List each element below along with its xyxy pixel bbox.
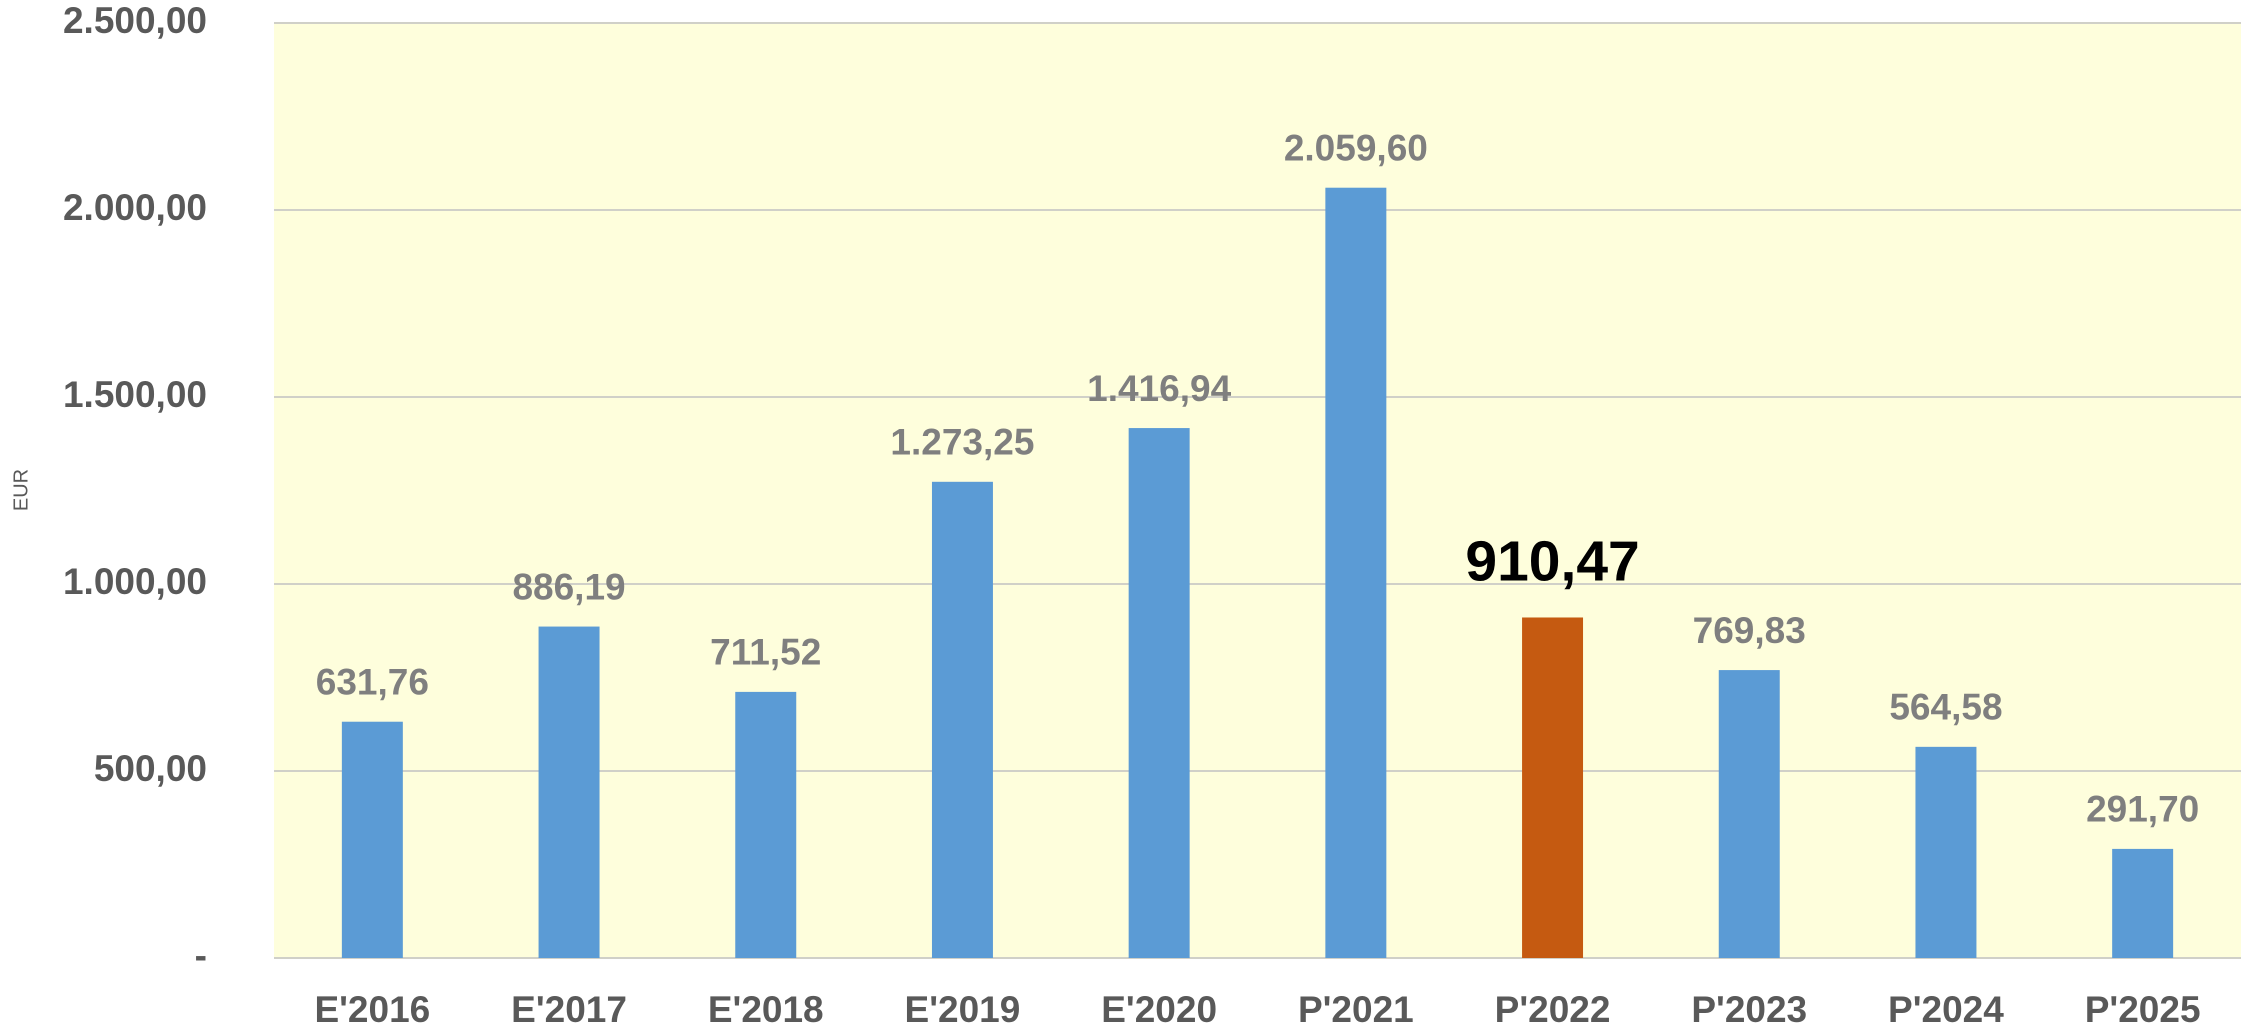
bar xyxy=(1522,617,1584,958)
data-label: 2.059,60 xyxy=(1284,127,1428,168)
y-tick-label: 2.500,00 xyxy=(63,0,207,41)
x-tick-label: P'2024 xyxy=(1888,989,2004,1030)
data-label: 631,76 xyxy=(316,662,429,703)
x-tick-label: P'2021 xyxy=(1298,989,1414,1030)
data-label: 564,58 xyxy=(1889,687,2002,728)
x-tick-label: P'2023 xyxy=(1691,989,1807,1030)
x-tick-label: E'2019 xyxy=(905,989,1021,1030)
bar xyxy=(538,626,600,958)
x-tick-label: E'2018 xyxy=(708,989,824,1030)
plot-area xyxy=(274,23,2241,958)
x-tick-label: E'2017 xyxy=(511,989,627,1030)
data-label: 769,83 xyxy=(1693,610,1806,651)
x-tick-label: E'2020 xyxy=(1101,989,1217,1030)
data-label: 1.416,94 xyxy=(1087,368,1231,409)
x-tick-label: P'2025 xyxy=(2085,989,2201,1030)
bar xyxy=(1915,746,1977,958)
data-label: 711,52 xyxy=(710,632,821,673)
y-tick-label: 500,00 xyxy=(94,748,207,789)
data-label: 1.273,25 xyxy=(890,422,1034,463)
data-label: 886,19 xyxy=(512,566,625,607)
bar xyxy=(341,721,403,958)
y-axis-label: EUR xyxy=(10,469,32,511)
bar xyxy=(735,691,797,958)
bar xyxy=(2112,848,2174,958)
bar xyxy=(1325,187,1387,958)
bar xyxy=(1128,428,1190,958)
bar xyxy=(1718,670,1780,958)
bar xyxy=(931,481,993,958)
x-tick-label: P'2022 xyxy=(1495,989,1611,1030)
y-tick-label: 2.000,00 xyxy=(63,187,207,228)
data-label: 291,70 xyxy=(2086,789,2199,830)
y-tick-label: 1.500,00 xyxy=(63,374,207,415)
y-tick-label: 1.000,00 xyxy=(63,561,207,602)
data-label: 910,47 xyxy=(1465,530,1639,594)
y-tick-label: - xyxy=(195,935,207,976)
x-tick-label: E'2016 xyxy=(314,989,430,1030)
